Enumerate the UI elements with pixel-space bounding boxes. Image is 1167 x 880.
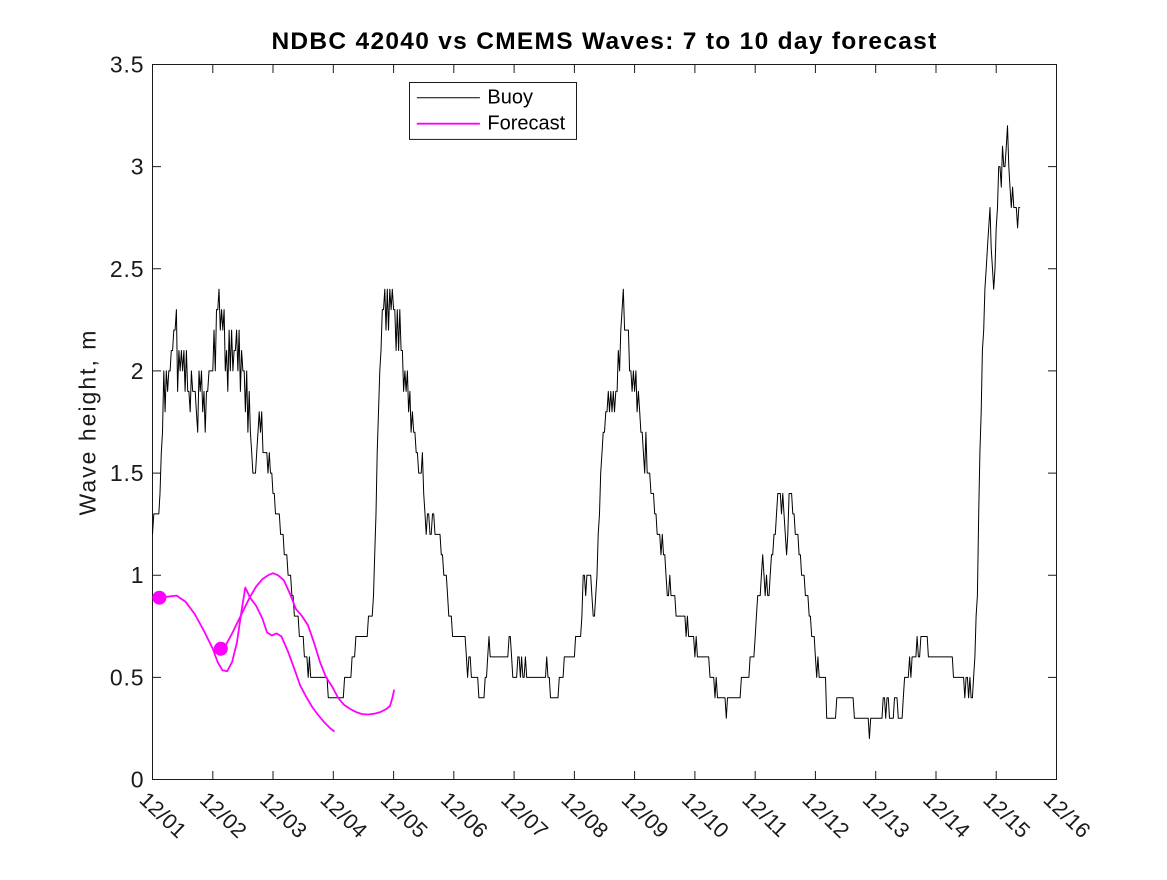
svg-text:Buoy: Buoy — [487, 87, 533, 109]
svg-text:1: 1 — [131, 562, 145, 588]
svg-text:2.5: 2.5 — [110, 256, 144, 282]
svg-text:1.5: 1.5 — [110, 460, 144, 486]
svg-text:NDBC 42040 vs CMEMS Waves: 7 t: NDBC 42040 vs CMEMS Waves: 7 to 10 day f… — [271, 28, 937, 55]
svg-text:Wave height, m: Wave height, m — [75, 329, 101, 516]
svg-text:0.5: 0.5 — [110, 664, 144, 690]
svg-text:3.5: 3.5 — [110, 52, 144, 78]
svg-text:3: 3 — [131, 154, 145, 180]
svg-text:0: 0 — [131, 767, 145, 793]
svg-text:Forecast: Forecast — [487, 113, 565, 135]
svg-text:2: 2 — [131, 358, 145, 384]
